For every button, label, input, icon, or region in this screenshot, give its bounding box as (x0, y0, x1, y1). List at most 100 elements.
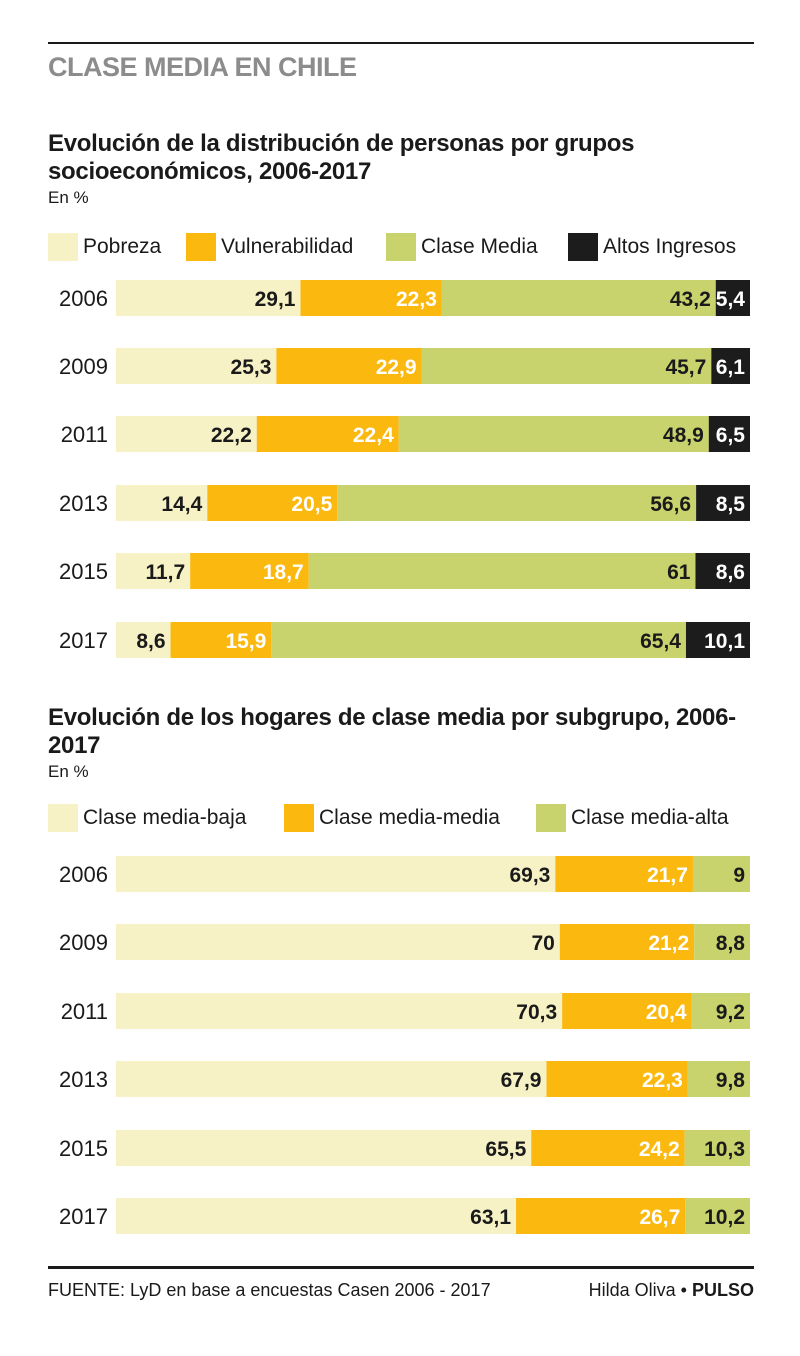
bar-segment (308, 553, 696, 589)
bottom-rule (48, 1266, 754, 1269)
data-label: 10,3 (704, 1138, 745, 1161)
legend-label-clase-media-media: Clase media-media (319, 806, 500, 829)
bar-segment (190, 553, 309, 589)
bar-segment (685, 1198, 750, 1234)
bar-segment (685, 622, 750, 658)
chart2-unit: En % (48, 762, 89, 781)
legend-item-clase-media-baja: Clase media-baja (48, 803, 246, 833)
data-label: 21,7 (647, 864, 688, 887)
bar-segment (256, 416, 399, 452)
bar-segment (300, 280, 442, 316)
legend-label-clase-media: Clase Media (421, 235, 538, 258)
legend-swatch-clase-media (386, 233, 416, 261)
bar-segment (116, 348, 277, 384)
legend-item-clase-media: Clase Media (386, 232, 538, 262)
data-label: 8,8 (716, 932, 746, 955)
data-label: 8,6 (136, 630, 165, 653)
bar-segment (421, 348, 712, 384)
legend-item-clase-media-media: Clase media-media (284, 803, 500, 833)
data-label: 10,2 (704, 1206, 745, 1229)
legend-swatch-vulnerabilidad (186, 233, 216, 261)
data-label: 9 (733, 864, 745, 887)
category-label: 2017 (59, 1204, 108, 1229)
data-label: 15,9 (225, 630, 266, 653)
bar-segment (695, 553, 750, 589)
bar-segment (116, 1130, 532, 1166)
bar-segment (337, 485, 697, 521)
bar-segment (116, 622, 171, 658)
data-label: 8,5 (716, 493, 746, 516)
data-label: 9,8 (716, 1069, 746, 1092)
bar-segment (559, 924, 695, 960)
bar-segment (116, 553, 191, 589)
legend-swatch-clase-media-alta (536, 804, 566, 832)
bar-segment (711, 348, 750, 384)
data-label: 48,9 (663, 424, 704, 447)
legend-item-pobreza: Pobreza (48, 232, 161, 262)
bar-segment (116, 993, 563, 1029)
credit-author: Hilda Oliva (588, 1280, 676, 1300)
bar-segment (116, 856, 556, 892)
category-label: 2006 (59, 286, 108, 311)
bar-segment (562, 993, 692, 1029)
data-label: 25,3 (231, 356, 272, 379)
bar-segment (116, 924, 560, 960)
data-label: 56,6 (650, 493, 691, 516)
data-label: 10,1 (704, 630, 745, 653)
legend-item-altos-ingresos: Altos Ingresos (568, 232, 736, 262)
data-label: 11,7 (145, 561, 185, 584)
data-label: 6,1 (716, 356, 746, 379)
data-label: 22,3 (396, 288, 437, 311)
data-label: 22,3 (642, 1069, 683, 1092)
chart1-legend: Pobreza Vulnerabilidad Clase Media Altos… (48, 232, 754, 262)
category-label: 2013 (59, 491, 108, 516)
bar-segment (398, 416, 709, 452)
source-note: FUENTE: LyD en base a encuestas Casen 20… (48, 1280, 491, 1300)
legend-label-pobreza: Pobreza (83, 235, 162, 258)
bar-segment (116, 280, 301, 316)
bar-segment (441, 280, 716, 316)
chart2-title: Evolución de los hogares de clase media … (48, 704, 736, 759)
bar-segment (271, 622, 686, 658)
kicker-title: CLASE MEDIA EN CHILE (48, 52, 357, 82)
data-label: 67,9 (501, 1069, 542, 1092)
data-label: 61 (667, 561, 691, 584)
data-label: 5,4 (716, 288, 746, 311)
data-label: 18,7 (263, 561, 304, 584)
data-label: 9,2 (716, 1001, 745, 1024)
bar-segment (715, 280, 750, 316)
bar-segment (116, 1061, 547, 1097)
legend-swatch-altos-ingresos (568, 233, 598, 261)
legend-swatch-clase-media-baja (48, 804, 78, 832)
top-rule (48, 42, 754, 44)
data-label: 14,4 (161, 493, 202, 516)
category-label: 2011 (61, 422, 108, 447)
data-label: 22,4 (353, 424, 394, 447)
data-label: 65,4 (640, 630, 681, 653)
data-label: 69,3 (509, 864, 550, 887)
bar-segment (116, 1198, 517, 1234)
category-label: 2015 (59, 559, 108, 584)
category-label: 2017 (59, 628, 108, 653)
data-label: 21,2 (648, 932, 689, 955)
bar-segment (555, 856, 693, 892)
bar-segment (692, 856, 750, 892)
legend-label-clase-media-baja: Clase media-baja (83, 806, 247, 829)
category-label: 2009 (59, 930, 108, 955)
credit-separator: • (680, 1280, 687, 1300)
bar-segment (276, 348, 422, 384)
bar-segment (691, 993, 750, 1029)
bar-segment (687, 1061, 750, 1097)
data-label: 20,5 (291, 493, 332, 516)
legend-item-vulnerabilidad: Vulnerabilidad (186, 232, 353, 262)
data-label: 20,4 (646, 1001, 687, 1024)
category-label: 2013 (59, 1067, 108, 1092)
bar-segment (207, 485, 338, 521)
data-label: 24,2 (639, 1138, 680, 1161)
legend-label-clase-media-alta: Clase media-alta (571, 806, 729, 829)
data-label: 6,5 (716, 424, 746, 447)
category-label: 2006 (59, 862, 108, 887)
data-label: 22,2 (211, 424, 252, 447)
data-label: 22,9 (376, 356, 417, 379)
